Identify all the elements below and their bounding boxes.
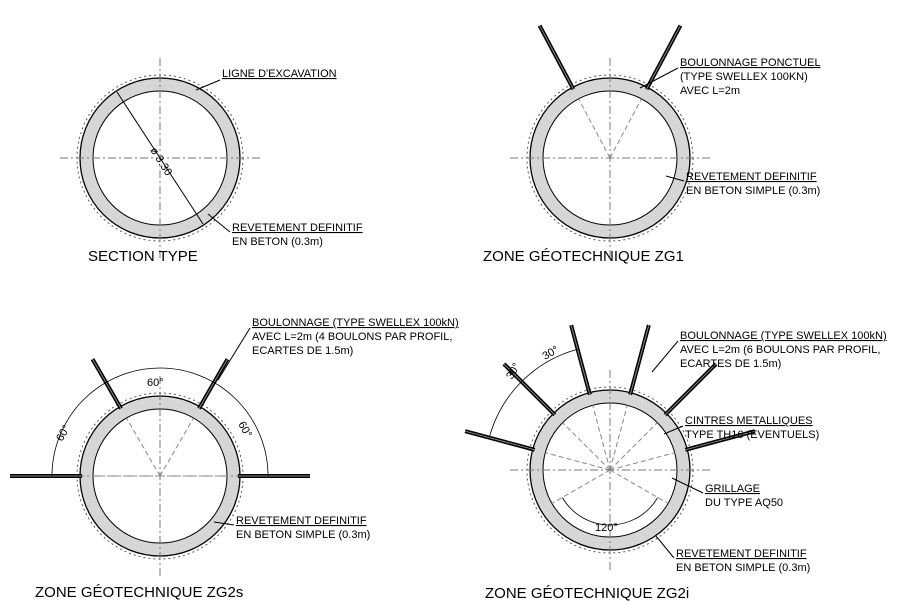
label: EN BETON (0.3m)	[232, 236, 323, 248]
angle-arc	[51, 367, 269, 477]
bolt-core	[503, 363, 556, 416]
label: CINTRES METALLIQUES	[685, 415, 813, 427]
label: AVEC L=2m (4 BOULONS PAR PROFIL,	[252, 331, 452, 343]
ray	[609, 452, 675, 471]
ray	[126, 417, 161, 477]
angle-arc	[488, 348, 578, 438]
label: BOULONNAGE (TYPE SWELLEX 100kN)	[252, 317, 459, 329]
bolt-core	[664, 363, 717, 416]
angle: 30°	[541, 344, 561, 363]
leader	[207, 213, 231, 233]
title: ZONE GÉOTECHNIQUE ZG1	[483, 248, 684, 265]
geometry	[10, 24, 756, 576]
label: LIGNE D'EXCAVATION	[222, 68, 337, 80]
leader	[195, 79, 221, 91]
ray	[551, 469, 611, 504]
label: BOULONNAGE PONCTUEL	[680, 57, 821, 69]
diameter	[116, 91, 204, 225]
ray	[609, 422, 658, 471]
ray	[159, 417, 194, 477]
ray	[545, 452, 611, 471]
label: AVEC L=2m (6 BOULONS PAR PROFIL,	[680, 344, 880, 356]
leader	[671, 477, 704, 494]
label: BOULONNAGE (TYPE SWELLEX 100kN)	[680, 330, 887, 342]
ray	[562, 422, 611, 471]
ray	[609, 469, 669, 504]
ray	[609, 98, 642, 159]
angle: 60°	[235, 420, 254, 440]
label: EN BETON SIMPLE (0.3m)	[686, 185, 820, 197]
label: REVETEMENT DEFINITIF	[676, 548, 807, 560]
label: REVETEMENT DEFINITIF	[232, 222, 363, 234]
bolt-core	[92, 358, 122, 409]
angle-arc	[562, 497, 658, 526]
leader	[665, 175, 685, 182]
label: ECARTES DE 1.5m)	[252, 345, 353, 357]
label: DU TYPE AQ50	[705, 497, 783, 509]
bolt-core	[198, 358, 228, 409]
bolt-core	[570, 324, 591, 395]
label: EN BETON SIMPLE (0.3m)	[236, 529, 370, 541]
ray	[578, 98, 611, 159]
leader	[651, 340, 679, 373]
leader	[217, 327, 251, 381]
title: ZONE GÉOTECHNIQUE ZG2i	[485, 585, 689, 601]
label: ECARTES DE 1.5m)	[680, 358, 781, 370]
leader	[655, 535, 675, 559]
leader	[663, 425, 684, 435]
label: TYPE TH16 (EVENTUELS)	[685, 429, 819, 441]
ray	[609, 405, 628, 471]
angle: 60°	[147, 377, 164, 389]
label: REVETEMENT DEFINITIF	[236, 515, 367, 527]
leader	[639, 67, 679, 89]
bolt-core	[629, 324, 650, 395]
label: AVEC L=2m	[680, 85, 740, 97]
label: EN BETON SIMPLE (0.3m)	[676, 562, 810, 574]
label: REVETEMENT DEFINITIF	[686, 171, 817, 183]
bolt-core	[646, 25, 681, 90]
label: GRILLAGE	[705, 483, 760, 495]
angle: 120°	[595, 522, 618, 534]
label: (TYPE SWELLEX 100KN)	[680, 71, 808, 83]
bolt-core	[685, 430, 756, 451]
title: SECTION TYPE	[88, 248, 198, 265]
ray	[592, 405, 611, 471]
title: ZONE GÉOTECHNIQUE ZG2s	[35, 584, 243, 601]
bolt-core	[464, 430, 535, 451]
bolt-core	[539, 25, 574, 90]
angle: 60°	[54, 423, 73, 443]
leader	[213, 521, 235, 526]
